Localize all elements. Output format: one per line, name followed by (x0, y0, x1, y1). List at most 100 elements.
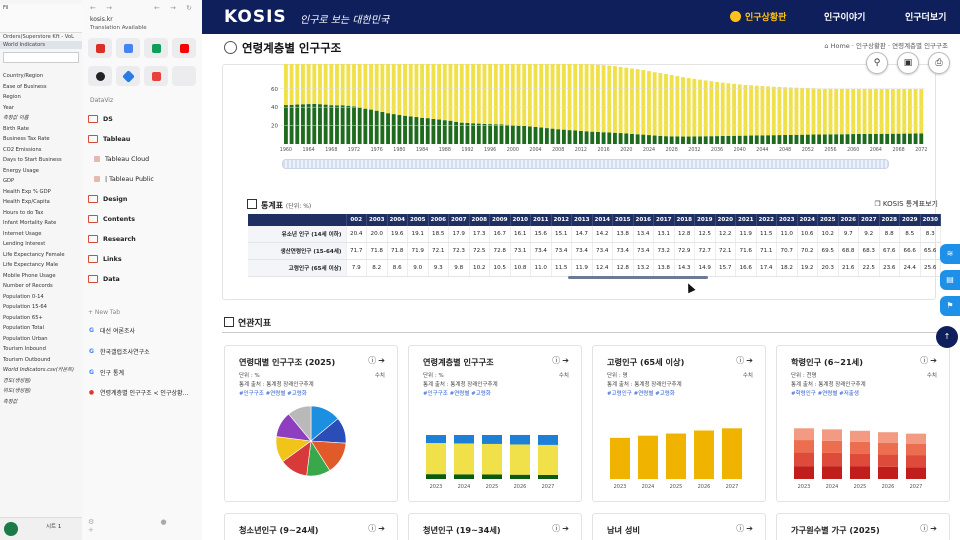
tableau-field[interactable]: Tourism Outbound (3, 356, 51, 363)
bar-series-0[interactable] (567, 130, 572, 144)
bar-series-0[interactable] (692, 136, 697, 144)
bar-series-0[interactable] (902, 133, 907, 144)
related-card[interactable]: 청소년인구 (9~24세) ⓘ➔ (224, 513, 398, 540)
bar-series-1[interactable] (533, 64, 538, 127)
bookmark-folder[interactable]: Tableau (88, 133, 130, 145)
bar-series-0[interactable] (618, 133, 623, 144)
tableau-field[interactable]: Energy Usage (3, 167, 39, 174)
bar-series-1[interactable] (783, 87, 788, 135)
card-stack-segment[interactable] (482, 443, 502, 475)
bar-series-0[interactable] (301, 104, 305, 144)
card-title[interactable]: 고령인구 (65세 이상) (607, 357, 685, 367)
bar-series-0[interactable] (425, 118, 430, 144)
bar-series-0[interactable] (476, 123, 481, 144)
arrow-circle-icon[interactable]: ➔ (746, 356, 755, 365)
bar-series-1[interactable] (845, 88, 850, 135)
bar-series-1[interactable] (516, 64, 521, 126)
docs-shortcut[interactable] (116, 38, 140, 58)
arrow-circle-icon[interactable]: ➔ (746, 524, 755, 533)
bar-series-0[interactable] (601, 132, 606, 144)
card-stack-segment[interactable] (482, 435, 502, 444)
bar-series-1[interactable] (573, 64, 578, 131)
bar-series-0[interactable] (431, 118, 436, 144)
browser-tab[interactable]: G 인구 통계 (88, 366, 124, 378)
card-layer-segment[interactable] (906, 444, 926, 456)
card-layer-segment[interactable] (878, 432, 898, 443)
bookmark-folder[interactable]: Design (88, 193, 127, 205)
drive-shortcut[interactable] (144, 38, 168, 58)
info-icon[interactable]: ⓘ (552, 524, 563, 533)
tableau-field[interactable]: Region (3, 94, 21, 100)
bar-series-1[interactable] (454, 64, 459, 122)
info-icon[interactable]: ⓘ (368, 356, 379, 365)
bar-series-1[interactable] (839, 88, 844, 135)
card-tags[interactable]: #인구구조 #연령별 #고령화 (239, 391, 307, 397)
bar-series-1[interactable] (556, 64, 561, 130)
side-menu-button-2[interactable]: ▤ (940, 270, 960, 290)
info-icon[interactable]: ⓘ (736, 356, 747, 365)
bar-series-0[interactable] (306, 104, 311, 144)
card-stack-segment[interactable] (482, 474, 502, 479)
bar-series-1[interactable] (431, 64, 436, 119)
bar-series-1[interactable] (323, 64, 328, 105)
bar-series-1[interactable] (822, 88, 827, 135)
bar-series-0[interactable] (641, 134, 646, 144)
card-tools[interactable]: ⓘ➔ (552, 355, 571, 366)
bar-series-1[interactable] (709, 81, 714, 137)
bar-series-0[interactable] (754, 135, 759, 144)
bar-series-1[interactable] (664, 73, 668, 137)
arrow-circle-icon[interactable]: ➔ (378, 524, 387, 533)
bar-series-0[interactable] (743, 135, 748, 144)
card-title[interactable]: 연령대별 인구구조 (2025) (239, 357, 336, 367)
bar-series-1[interactable] (340, 64, 345, 106)
bar-series-0[interactable] (448, 120, 453, 144)
bar-series-0[interactable] (703, 136, 708, 144)
bar-series-1[interactable] (692, 78, 697, 137)
app-shortcut-1[interactable] (88, 66, 112, 86)
bar-series-0[interactable] (817, 134, 822, 144)
bar-series-1[interactable] (408, 64, 413, 117)
tableau-field[interactable]: Health Exp % GDP (3, 188, 51, 195)
info-icon[interactable]: ⓘ (920, 524, 931, 533)
card-tools[interactable]: ⓘ➔ (552, 523, 571, 534)
bar-series-1[interactable] (868, 88, 873, 134)
bar-series-1[interactable] (913, 88, 918, 134)
card-layer-segment[interactable] (794, 428, 814, 441)
card-tags[interactable]: #고령인구 #연령별 #고령화 (607, 391, 675, 397)
bar-series-1[interactable] (289, 64, 294, 105)
tableau-field[interactable]: Infant Mortality Rate (3, 220, 57, 226)
card-title[interactable]: 학령인구 (6~21세) (791, 357, 863, 367)
bar-series-1[interactable] (578, 64, 583, 131)
bar-series-1[interactable] (459, 64, 464, 123)
related-card[interactable]: 가구원수별 가구 (2025) ⓘ➔ (776, 513, 950, 540)
value-toggle[interactable]: 수치 (558, 373, 569, 379)
bar-series-1[interactable] (488, 64, 493, 125)
bar-series-1[interactable] (675, 76, 680, 137)
bar-series-0[interactable] (465, 122, 470, 144)
tableau-field[interactable]: Population 65+ (3, 314, 43, 321)
bar-series-0[interactable] (635, 134, 640, 144)
tableau-field[interactable]: 위도(생성됨) (3, 388, 31, 394)
bar-series-1[interactable] (397, 64, 402, 116)
bar-series-0[interactable] (493, 124, 498, 144)
bar-series-1[interactable] (442, 64, 447, 121)
browser-tab[interactable]: G 대선 여론조사 (88, 324, 135, 336)
bar-series-1[interactable] (760, 86, 765, 136)
bar-series-1[interactable] (527, 64, 532, 127)
related-card[interactable]: 학령인구 (6~21세) ⓘ➔ 단위 : 천명 통계 출처 : 통계청 장래인구추계 수… (776, 345, 950, 502)
card-bar[interactable] (610, 437, 630, 479)
bar-series-1[interactable] (284, 64, 288, 106)
bar-series-1[interactable] (414, 64, 419, 118)
bar-series-1[interactable] (817, 88, 822, 135)
menu-more[interactable]: 인구더보기 (905, 13, 947, 23)
bar-series-1[interactable] (873, 88, 878, 134)
bar-series-0[interactable] (834, 134, 839, 144)
bar-series-1[interactable] (613, 66, 617, 133)
bar-series-0[interactable] (845, 134, 850, 144)
tableau-source-filter[interactable]: Fil (3, 5, 9, 11)
bar-series-0[interactable] (573, 130, 578, 144)
app-shortcut-3[interactable] (144, 66, 168, 86)
card-layer-segment[interactable] (850, 441, 870, 454)
slider-handle[interactable] (283, 160, 888, 168)
bar-series-0[interactable] (329, 105, 334, 144)
